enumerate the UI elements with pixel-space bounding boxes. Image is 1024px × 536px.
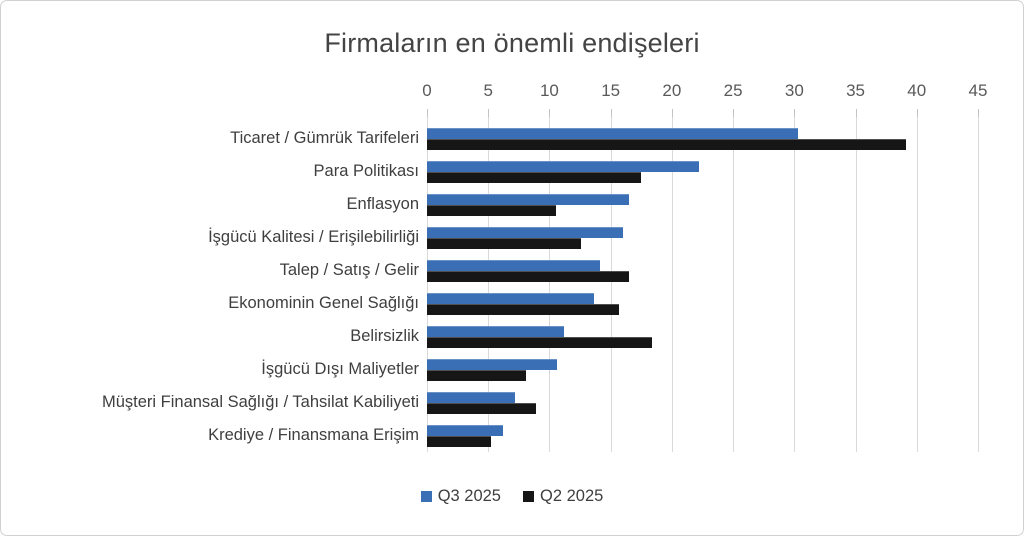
bar-q3-2025: [427, 358, 557, 370]
bar-q2-2025: [427, 271, 630, 282]
bar-q2-2025: [427, 370, 527, 381]
bar-q2-2025: [427, 436, 491, 447]
gridline: [610, 117, 612, 452]
bar-q2-2025: [427, 172, 642, 183]
x-axis-tickmark: [794, 109, 796, 117]
x-axis-tick-label: 35: [846, 81, 866, 100]
category-label: İşgücü Kalitesi / Erişilebilirliği: [208, 228, 419, 246]
x-axis-tick-label: 10: [539, 81, 559, 100]
gridline: [733, 117, 735, 452]
x-axis-tick-label: 40: [907, 81, 927, 100]
x-axis-tickmark: [549, 109, 551, 117]
bar-q2-2025: [427, 238, 582, 249]
bar-q3-2025: [427, 127, 798, 139]
bar-q3-2025: [427, 259, 600, 271]
legend-swatch-q2-2025: [523, 491, 534, 502]
gridline: [794, 117, 796, 452]
x-axis-tick-label: 15: [601, 81, 621, 100]
x-axis-tickmark: [855, 109, 857, 117]
gridline: [916, 117, 918, 452]
x-axis-tickmark: [978, 109, 979, 117]
gridline: [671, 117, 673, 452]
bar-q3-2025: [427, 193, 630, 205]
legend-label: Q2 2025: [540, 487, 604, 505]
x-axis-tick-label: 20: [662, 81, 682, 100]
category-label: Ekonominin Genel Sağlığı: [228, 294, 419, 312]
legend-item: Q2 2025: [523, 487, 603, 506]
bar-q3-2025: [427, 424, 503, 436]
category-label: Enflasyon: [346, 195, 419, 213]
bar-q2-2025: [427, 337, 653, 348]
x-axis-tickmark: [610, 109, 612, 117]
gridline: [549, 117, 551, 452]
x-axis-tick-label: 5: [483, 81, 493, 100]
category-label: İşgücü Dışı Maliyetler: [261, 360, 419, 378]
x-axis-tick-label: 45: [968, 81, 988, 100]
bar-q2-2025: [427, 304, 620, 315]
x-axis-tickmark: [671, 109, 673, 117]
category-label: Talep / Satış / Gelir: [279, 261, 419, 279]
category-label: Krediye / Finansmana Erişim: [208, 426, 419, 444]
bar-q3-2025: [427, 391, 516, 403]
legend: Q3 2025 Q2 2025: [1, 487, 1023, 506]
bar-q3-2025: [427, 325, 565, 337]
legend-label: Q3 2025: [437, 487, 501, 505]
x-axis-tickmark: [916, 109, 918, 117]
category-label: Ticaret / Gümrük Tarifeleri: [230, 129, 419, 147]
bar-q2-2025: [427, 205, 556, 216]
bar-q2-2025: [427, 403, 536, 414]
x-axis-tick-label: 30: [784, 81, 804, 100]
category-label: Müşteri Finansal Sağlığı / Tahsilat Kabi…: [101, 393, 419, 411]
gridline: [855, 117, 857, 452]
bar-q3-2025: [427, 292, 594, 304]
legend-swatch-q3-2025: [420, 491, 432, 502]
category-label: Para Politikası: [313, 162, 419, 180]
x-axis-tick-label: 25: [723, 81, 743, 100]
x-axis-tickmark: [427, 109, 428, 117]
bar-q2-2025: [427, 139, 906, 150]
gridline: [978, 117, 979, 452]
bar-q3-2025: [427, 226, 623, 238]
legend-item: Q3 2025: [420, 487, 501, 506]
gridline: [427, 117, 428, 452]
chart-title: Firmaların en önemli endişeleri: [324, 28, 700, 58]
x-axis-tickmark: [733, 109, 735, 117]
x-axis-tick-label: 0: [422, 81, 432, 100]
x-axis-tickmark: [488, 109, 490, 117]
category-label: Belirsizlik: [350, 327, 419, 345]
gridline: [488, 117, 490, 452]
bar-q3-2025: [427, 160, 699, 172]
